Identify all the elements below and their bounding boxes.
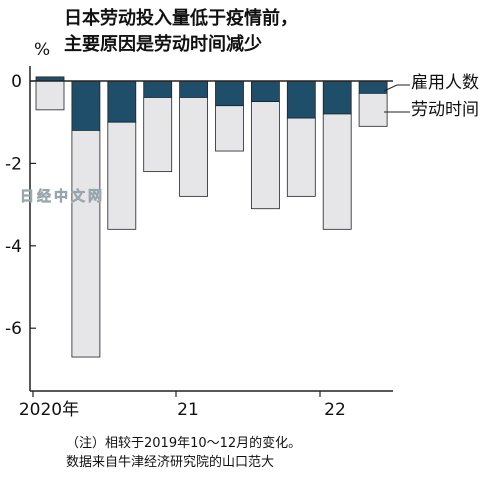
bar-hours — [107, 121, 137, 230]
bar-hours — [322, 113, 352, 230]
y-unit-label: % — [34, 40, 51, 60]
legend-employment-label: 雇用人数 — [411, 73, 479, 93]
bar-employment — [215, 80, 244, 107]
x-tick-label: 21 — [177, 400, 199, 420]
y-tick-label: -6 — [5, 319, 22, 339]
bar-hours — [71, 130, 101, 358]
bar-hours — [215, 105, 244, 152]
footnote-line1: （注）相较于2019年10～12月的变化。 — [66, 436, 302, 451]
bar-employment — [179, 80, 209, 98]
bar-employment — [286, 80, 316, 119]
bar-employment — [250, 80, 280, 103]
footnote-line2: 数据来自牛津经济研究院的山口范大 — [66, 455, 275, 470]
bar-hours — [179, 97, 209, 197]
x-tick-label: 2020年 — [19, 400, 79, 420]
footnote: （注）相较于2019年10～12月的变化。 数据来自牛津经济研究院的山口范大 — [66, 434, 301, 472]
watermark: 日经中文网 — [20, 189, 105, 206]
bar-hours — [358, 92, 388, 127]
bar-employment — [143, 80, 173, 98]
legend-hours-label: 劳动时间 — [411, 100, 479, 120]
bar-hours — [143, 97, 173, 173]
x-tick-label: 22 — [324, 400, 346, 420]
bar-employment — [322, 80, 352, 115]
y-tick-label: 0 — [11, 72, 22, 92]
bar-employment — [358, 80, 388, 94]
bar-hours — [286, 117, 316, 197]
y-tick-label: -4 — [5, 237, 22, 257]
legend-employment-leader — [383, 84, 410, 92]
bar-employment — [107, 80, 137, 123]
y-tick-label: -2 — [5, 154, 22, 174]
chart-title: 日本劳动投入量低于疫情前， 主要原因是劳动时间减少 — [64, 6, 298, 58]
bar-hours — [250, 101, 280, 210]
bar-hours — [35, 80, 65, 111]
bar-employment — [71, 80, 101, 131]
chart-title-line1: 日本劳动投入量低于疫情前， — [64, 8, 298, 29]
chart-title-line2: 主要原因是劳动时间减少 — [64, 34, 262, 55]
